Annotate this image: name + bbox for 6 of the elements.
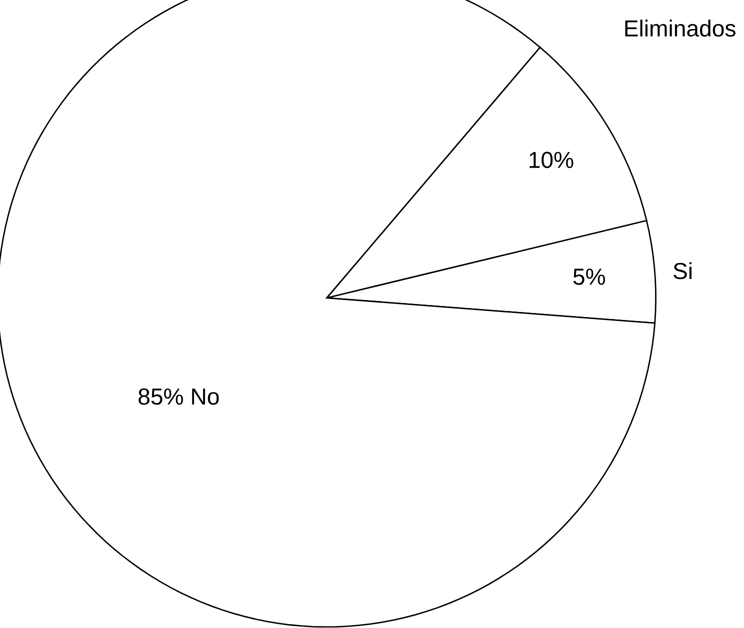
data-label: 85% — [138, 388, 183, 405]
data-label: 10% — [530, 152, 574, 168]
slice-label: Si — [674, 262, 692, 280]
data-label: 5% — [573, 268, 605, 286]
slice-label: Eliminados — [625, 20, 736, 37]
slice-label: No — [192, 388, 219, 405]
